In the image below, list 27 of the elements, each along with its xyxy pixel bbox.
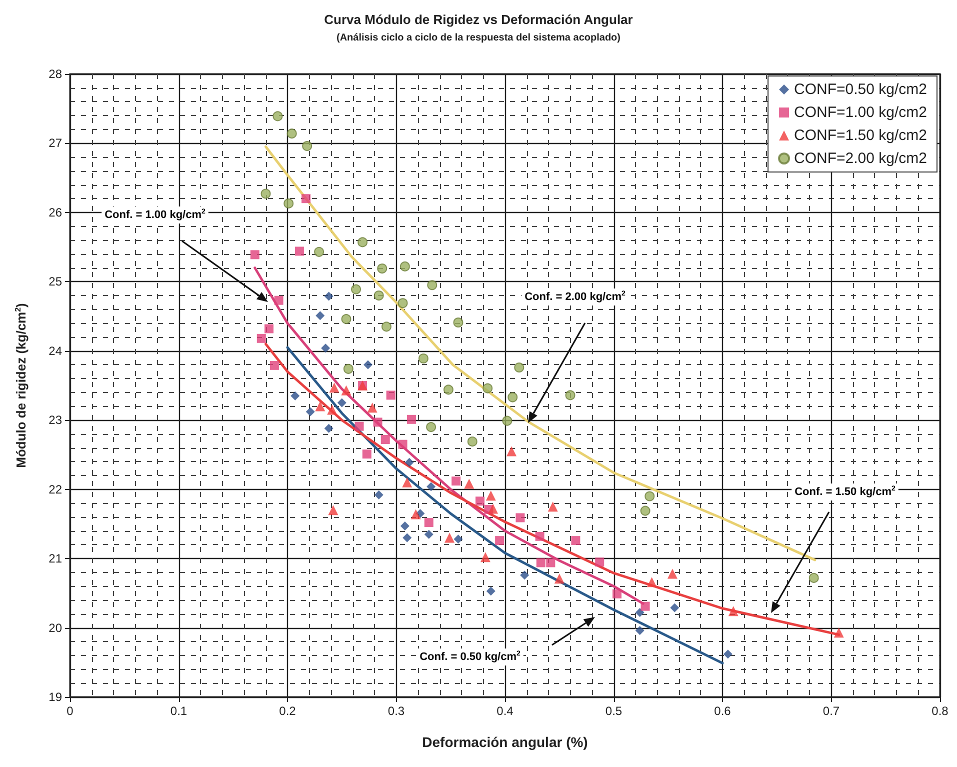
legend-label: CONF=1.50 kg/cm2 (794, 127, 928, 144)
y-tick-label: 24 (48, 344, 62, 358)
y-tick-label: 20 (48, 620, 62, 635)
x-tick-label: 0.5 (605, 704, 622, 718)
legend-label: CONF=2.00 kg/cm2 (794, 150, 928, 167)
x-tick-label: 0.2 (279, 704, 296, 718)
y-tick-label: 25 (48, 274, 62, 289)
x-tick-label: 0.7 (822, 704, 840, 718)
chart-title: Curva Módulo de Rigidez vs Deformación Angular (324, 12, 633, 27)
x-tick-label: 0.6 (714, 704, 732, 718)
x-tick-label: 0.3 (388, 704, 405, 718)
x-tick-label: 0 (66, 704, 74, 718)
y-tick-label: 28 (48, 67, 62, 81)
legend-label: CONF=0.50 kg/cm2 (794, 81, 928, 98)
x-tick-label: 0.1 (170, 704, 188, 718)
x-axis-title: Deformación angular (%) (422, 734, 588, 750)
y-tick-label: 26 (48, 205, 62, 220)
y-axis-title: Módulo de rigidez (kg/cm2) (14, 303, 28, 468)
y-tick-label: 19 (48, 690, 62, 704)
y-tick-label: 21 (48, 552, 62, 566)
x-tick-label: 0.4 (496, 704, 514, 718)
y-tick-label: 23 (48, 413, 62, 428)
y-tick-label: 22 (48, 482, 62, 496)
legend-label: CONF=1.00 kg/cm2 (794, 104, 928, 121)
y-tick-label: 27 (48, 136, 62, 150)
x-tick-label: 0.8 (932, 704, 949, 718)
chart-subtitle: (Análisis ciclo a ciclo de la respuesta del sistema acoplado) (336, 32, 620, 44)
